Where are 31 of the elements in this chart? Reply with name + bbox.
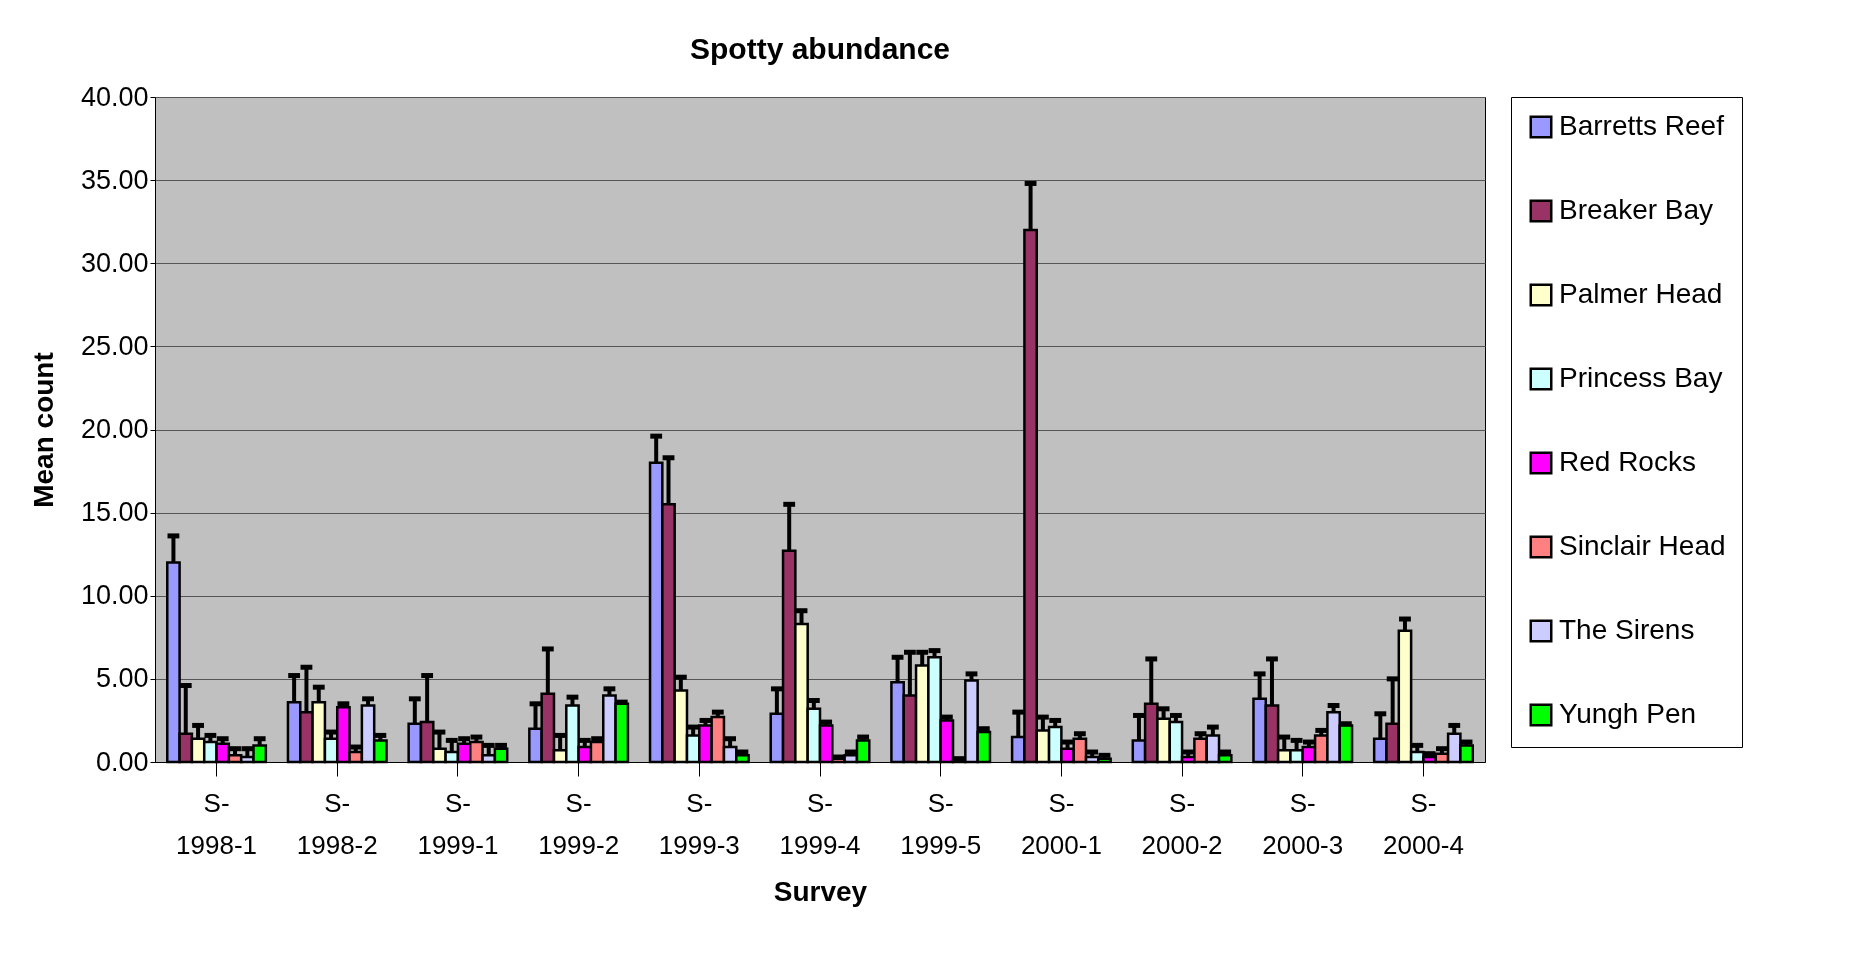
y-tick-label: 40.00 xyxy=(80,81,149,112)
x-tick-label: S- 2000-1 xyxy=(1020,787,1102,860)
legend-label: Barretts Reef xyxy=(1559,110,1725,141)
legend-label: The Sirens xyxy=(1559,614,1695,645)
legend-label: Palmer Head xyxy=(1559,278,1723,309)
y-tick-label: 20.00 xyxy=(80,414,149,444)
legend-label: Yungh Pen xyxy=(1559,698,1697,729)
x-tick-label: S- 1999-5 xyxy=(900,787,982,860)
x-axis-title: Survey xyxy=(773,875,868,907)
x-tick-label: S- 2000-2 xyxy=(1141,787,1223,860)
legend-label: Red Rocks xyxy=(1559,446,1696,477)
y-tick-label: 0.00 xyxy=(95,746,149,777)
y-tick-label: 10.00 xyxy=(80,580,149,611)
x-tick-label: S- 1998-1 xyxy=(176,787,258,860)
y-tick-label: 15.00 xyxy=(80,497,149,528)
chart-title: Spotty abundance xyxy=(689,32,951,65)
legend-label: Breaker Bay xyxy=(1559,194,1714,225)
legend-label: Princess Bay xyxy=(1559,362,1723,393)
y-tick-label: 5.00 xyxy=(95,663,149,694)
y-tick-label: 25.00 xyxy=(80,330,149,361)
x-tick-label: S- 2000-4 xyxy=(1382,787,1464,860)
x-tick-label: S- 1999-4 xyxy=(779,787,861,860)
y-tick-label: 35.00 xyxy=(80,164,149,195)
x-tick-label: S- 1999-1 xyxy=(417,787,499,860)
x-tick-label: S- 1998-2 xyxy=(296,787,378,860)
y-tick-label: 30.00 xyxy=(80,247,149,278)
legend-label: Sinclair Head xyxy=(1559,530,1726,561)
x-tick-label: S- 2000-3 xyxy=(1262,787,1344,860)
x-tick-label: S- 1999-2 xyxy=(538,787,620,860)
x-tick-label: S- 1999-3 xyxy=(658,787,740,860)
y-axis-title: Mean count xyxy=(27,352,59,508)
